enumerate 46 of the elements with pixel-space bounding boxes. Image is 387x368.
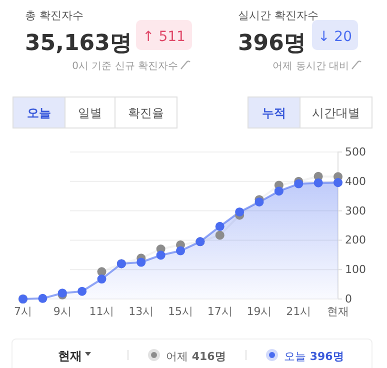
y-tick-label: 500	[345, 146, 366, 159]
y-tick-label: 400	[345, 174, 366, 188]
point	[274, 186, 284, 196]
text: 35,163명	[25, 31, 132, 56]
text: 현재	[58, 349, 82, 363]
x-tick-label: 15시	[168, 304, 193, 318]
y-tick-label: 200	[345, 234, 366, 247]
legend-label: 오늘	[284, 350, 306, 363]
text: 오늘	[27, 106, 51, 120]
y-tick-label: 100	[345, 263, 366, 276]
text: 실시간 확진자수	[238, 9, 318, 22]
text: ↑ 511	[142, 29, 186, 45]
text: ↓ 20	[318, 29, 352, 45]
legend-label: 어제	[166, 350, 188, 363]
point	[235, 207, 244, 216]
text: 누적	[262, 106, 286, 120]
text: 확진율	[128, 106, 164, 120]
text: 일별	[78, 106, 102, 120]
y-tick-label: 300	[345, 204, 366, 218]
point	[156, 250, 166, 260]
text: 어제 동시간 대비	[272, 61, 349, 72]
point	[215, 222, 224, 231]
y-tick-label: 0	[345, 292, 352, 306]
x-tick-label: 9시	[53, 304, 72, 318]
point	[38, 294, 48, 303]
text: 총 확진자수	[25, 9, 84, 22]
point	[294, 179, 304, 188]
point	[97, 274, 106, 284]
x-tick-label: 19시	[246, 304, 272, 318]
x-tick-label: 21시	[286, 304, 312, 318]
x-tick-label: 13시	[128, 304, 154, 318]
point	[215, 230, 224, 240]
text: 시간대별	[312, 106, 360, 120]
text: 416명	[188, 350, 226, 363]
x-tick-label: 11시	[89, 304, 114, 318]
point	[176, 246, 186, 256]
x-tick-label: 현재	[327, 304, 349, 318]
text: 396명	[306, 350, 344, 363]
x-tick-label: 7시	[14, 304, 32, 318]
text: 0시 기준 신규 확진자수	[72, 61, 178, 72]
point	[333, 178, 343, 188]
x-tick-label: 17시	[207, 304, 232, 318]
point	[136, 258, 146, 267]
point	[78, 286, 87, 296]
text: 396명	[238, 31, 306, 56]
point	[314, 178, 323, 188]
